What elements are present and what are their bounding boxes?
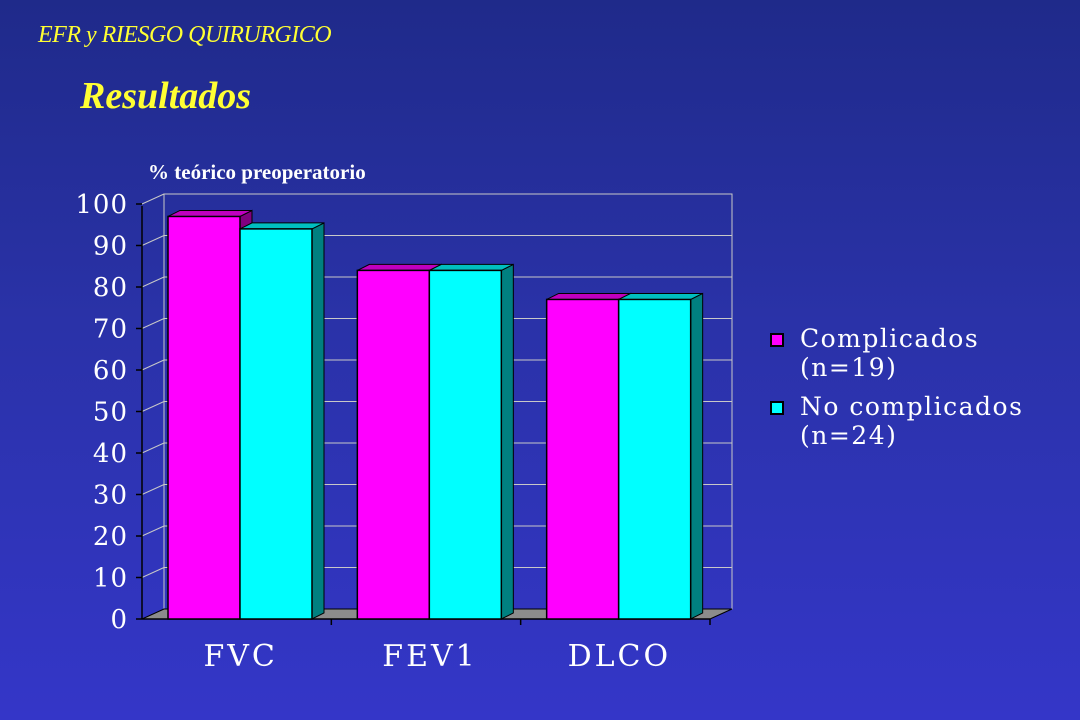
y-tick-label: 30 (93, 481, 128, 511)
gridline-side (141, 318, 165, 329)
bar-side-no-complicados (690, 292, 704, 620)
gridline-side (141, 193, 165, 205)
y-tick-label: 70 (93, 315, 128, 345)
chart-legend: Complicados (n=19) No complicados (n=24) (770, 324, 1023, 460)
legend-item-no-complicados: No complicados (n=24) (770, 392, 1023, 450)
y-tick-label: 20 (93, 522, 128, 552)
y-tick-label: 40 (93, 439, 128, 469)
y-tick-label: 10 (93, 564, 128, 594)
legend-swatch-complicados (770, 333, 784, 347)
gridline-side (141, 235, 165, 246)
gridline-side (141, 484, 165, 495)
legend-swatch-no-complicados (770, 401, 784, 415)
gridline-side (141, 401, 165, 412)
bar-top-complicados (167, 209, 253, 217)
y-tick-label: 0 (110, 605, 128, 635)
x-tick-label: FVC (203, 639, 277, 674)
y-tick-label: 50 (93, 398, 128, 428)
bar-no-complicados-dlco (617, 298, 692, 620)
y-tick-label: 60 (93, 356, 128, 386)
slide-supertitle: EFR y RIESGO QUIRURGICO (38, 22, 332, 48)
gridline-side (141, 567, 165, 578)
y-axis-label: % teórico preoperatorio (148, 160, 366, 184)
bar-complicados-fvc (167, 215, 241, 620)
slide-title: Resultados (80, 75, 252, 117)
x-tick-label: DLCO (568, 639, 672, 674)
y-tick-label: 100 (75, 190, 128, 220)
bar-top-complicados (357, 263, 442, 271)
bar-top-no-complicados (429, 263, 514, 271)
gridline-side (141, 359, 165, 371)
y-tick-label: 80 (93, 273, 128, 303)
bar-top-no-complicados (239, 222, 325, 230)
bar-side-no-complicados (500, 263, 514, 620)
x-tick-label: FEV1 (382, 639, 477, 674)
bar-side-no-complicados (311, 222, 325, 620)
bar-complicados-dlco (545, 298, 620, 620)
legend-label-complicados: Complicados (n=19) (800, 324, 980, 382)
legend-item-complicados: Complicados (n=19) (770, 324, 1023, 382)
bar-top-no-complicados (618, 292, 703, 300)
gridline-side (141, 442, 165, 454)
gridline-side (141, 525, 165, 537)
gridline-side (141, 276, 165, 288)
bar-no-complicados-fev1 (428, 269, 503, 620)
legend-label-no-complicados: No complicados (n=24) (800, 392, 1024, 450)
y-tick-label: 90 (93, 232, 128, 262)
bar-complicados-fev1 (356, 269, 431, 620)
bar-top-complicados (546, 292, 631, 300)
bar-no-complicados-fvc (239, 228, 313, 620)
